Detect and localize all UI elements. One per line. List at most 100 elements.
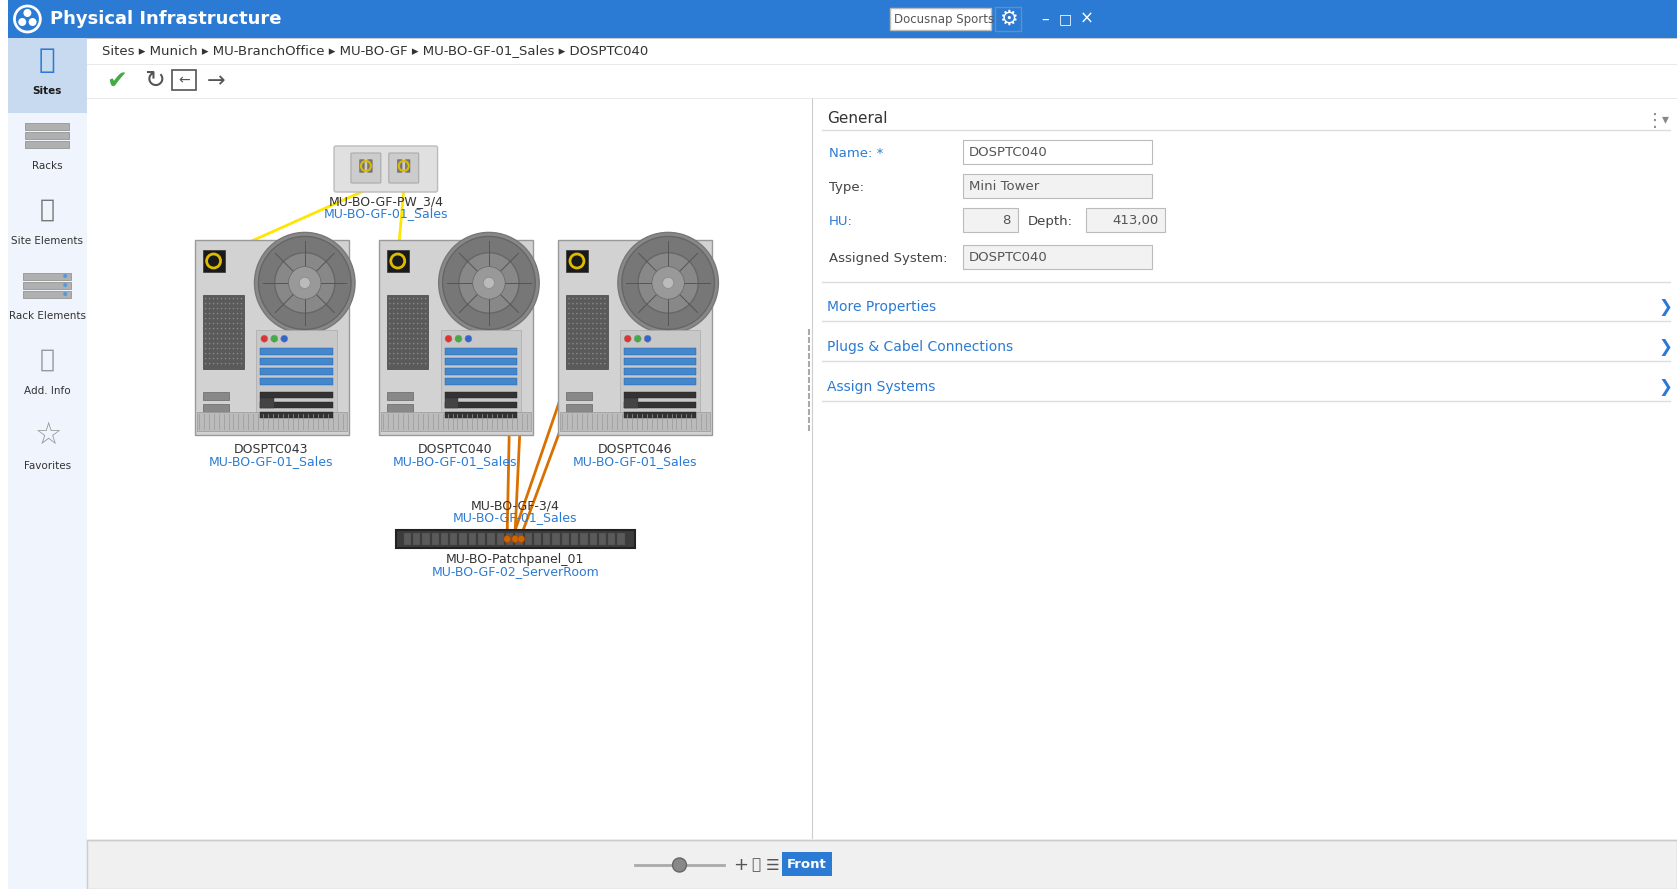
FancyBboxPatch shape: [444, 357, 517, 364]
Text: ←: ←: [178, 73, 190, 87]
FancyBboxPatch shape: [87, 38, 1677, 64]
FancyBboxPatch shape: [423, 533, 429, 545]
FancyBboxPatch shape: [444, 348, 517, 355]
Text: Site Elements: Site Elements: [12, 236, 84, 246]
FancyBboxPatch shape: [567, 294, 607, 369]
FancyBboxPatch shape: [624, 392, 696, 397]
Circle shape: [18, 18, 27, 26]
FancyBboxPatch shape: [963, 208, 1018, 232]
FancyBboxPatch shape: [812, 98, 1677, 838]
Text: Assign Systems: Assign Systems: [827, 380, 936, 394]
Circle shape: [23, 9, 32, 17]
FancyBboxPatch shape: [389, 153, 419, 183]
Text: More Properties: More Properties: [827, 300, 936, 314]
Text: →: →: [208, 71, 226, 91]
Text: □: □: [1060, 12, 1072, 26]
Text: MU-BO-GF-01_Sales: MU-BO-GF-01_Sales: [324, 207, 448, 220]
FancyBboxPatch shape: [624, 402, 696, 408]
FancyBboxPatch shape: [260, 378, 332, 385]
Circle shape: [64, 283, 67, 287]
Text: MU-BO-GF-01_Sales: MU-BO-GF-01_Sales: [572, 455, 698, 468]
FancyBboxPatch shape: [25, 123, 69, 130]
Circle shape: [459, 252, 518, 313]
Text: Mini Tower: Mini Tower: [969, 180, 1040, 193]
FancyBboxPatch shape: [203, 294, 245, 369]
FancyBboxPatch shape: [624, 412, 696, 418]
FancyBboxPatch shape: [449, 533, 458, 545]
FancyBboxPatch shape: [404, 533, 411, 545]
Text: ❯: ❯: [1659, 298, 1672, 316]
Text: ×: ×: [1080, 10, 1093, 28]
Text: ▾: ▾: [1662, 112, 1669, 126]
Circle shape: [454, 335, 461, 342]
Text: Sites: Sites: [32, 86, 62, 96]
FancyBboxPatch shape: [87, 64, 1677, 98]
Text: 🏢: 🏢: [40, 198, 55, 222]
FancyBboxPatch shape: [963, 140, 1152, 164]
Text: General: General: [827, 110, 887, 125]
FancyBboxPatch shape: [367, 160, 372, 172]
Circle shape: [634, 335, 641, 342]
FancyBboxPatch shape: [387, 294, 428, 369]
Circle shape: [64, 292, 67, 296]
FancyBboxPatch shape: [441, 330, 522, 418]
FancyBboxPatch shape: [23, 282, 70, 289]
FancyBboxPatch shape: [444, 392, 517, 397]
Text: MU-BO-GF-02_ServerRoom: MU-BO-GF-02_ServerRoom: [431, 565, 599, 578]
Circle shape: [299, 277, 310, 288]
Text: Physical Infrastructure: Physical Infrastructure: [50, 10, 282, 28]
FancyBboxPatch shape: [496, 533, 503, 545]
FancyBboxPatch shape: [7, 38, 87, 889]
Circle shape: [444, 335, 453, 342]
FancyBboxPatch shape: [350, 153, 381, 183]
Text: 🖥: 🖥: [40, 348, 55, 372]
Circle shape: [652, 267, 684, 300]
FancyBboxPatch shape: [963, 245, 1152, 269]
Text: ⚙: ⚙: [998, 9, 1018, 29]
Text: Type:: Type:: [828, 180, 864, 194]
FancyBboxPatch shape: [543, 533, 550, 545]
Text: Plugs & Cabel Connections: Plugs & Cabel Connections: [827, 340, 1013, 354]
FancyBboxPatch shape: [580, 533, 587, 545]
FancyBboxPatch shape: [506, 533, 513, 545]
Text: Depth:: Depth:: [1028, 214, 1073, 228]
FancyBboxPatch shape: [396, 530, 634, 548]
Circle shape: [511, 535, 518, 542]
FancyBboxPatch shape: [257, 330, 337, 418]
Text: MU-BO-GF-01_Sales: MU-BO-GF-01_Sales: [453, 511, 577, 524]
Text: ❯: ❯: [1659, 378, 1672, 396]
FancyBboxPatch shape: [562, 533, 569, 545]
FancyBboxPatch shape: [444, 402, 517, 408]
Text: 🖥: 🖥: [751, 858, 761, 872]
FancyBboxPatch shape: [260, 348, 332, 355]
FancyBboxPatch shape: [444, 412, 517, 418]
FancyBboxPatch shape: [558, 240, 713, 435]
Circle shape: [275, 252, 335, 313]
FancyBboxPatch shape: [195, 240, 349, 435]
FancyBboxPatch shape: [624, 357, 696, 364]
FancyBboxPatch shape: [963, 174, 1152, 198]
FancyBboxPatch shape: [431, 533, 439, 545]
Text: Racks: Racks: [32, 161, 62, 171]
FancyBboxPatch shape: [203, 392, 228, 400]
FancyBboxPatch shape: [567, 392, 592, 400]
Circle shape: [255, 232, 356, 333]
Text: MU-BO-GF-01_Sales: MU-BO-GF-01_Sales: [210, 455, 334, 468]
Circle shape: [518, 535, 525, 542]
Circle shape: [483, 277, 495, 288]
FancyBboxPatch shape: [567, 250, 589, 272]
FancyBboxPatch shape: [570, 533, 579, 545]
Text: DOSPTC040: DOSPTC040: [969, 251, 1048, 263]
Text: Name: *: Name: *: [828, 147, 884, 159]
Text: ⋮: ⋮: [1647, 112, 1664, 130]
Text: +: +: [733, 856, 748, 874]
Circle shape: [29, 18, 37, 26]
Circle shape: [439, 232, 540, 333]
FancyBboxPatch shape: [260, 398, 275, 408]
Text: MU-BO-GF-3/4: MU-BO-GF-3/4: [471, 499, 560, 512]
Circle shape: [672, 858, 686, 872]
Circle shape: [258, 236, 350, 330]
Circle shape: [64, 274, 67, 278]
FancyBboxPatch shape: [781, 852, 832, 876]
Text: MU-BO-GF-01_Sales: MU-BO-GF-01_Sales: [392, 455, 518, 468]
